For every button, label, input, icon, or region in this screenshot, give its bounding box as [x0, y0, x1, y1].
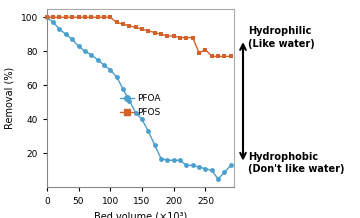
PFOS: [114, 21, 119, 24]
PFOA: [184, 164, 189, 167]
PFOA: [216, 178, 220, 180]
PFOS: [127, 24, 131, 27]
Text: Hydrophobic
(Don't like water): Hydrophobic (Don't like water): [248, 152, 345, 174]
PFOS: [121, 23, 125, 25]
PFOS: [51, 16, 55, 19]
PFOS: [229, 55, 233, 58]
PFOS: [108, 16, 112, 19]
PFOS: [64, 16, 68, 19]
PFOA: [121, 87, 125, 90]
Line: PFOA: PFOA: [44, 15, 233, 181]
PFOS: [146, 30, 150, 32]
PFOS: [153, 31, 157, 34]
PFOA: [197, 166, 201, 168]
PFOA: [210, 169, 214, 172]
PFOA: [159, 157, 163, 160]
PFOS: [57, 16, 62, 19]
PFOA: [190, 164, 195, 167]
PFOS: [222, 55, 227, 58]
X-axis label: Bed volume (×10³): Bed volume (×10³): [94, 211, 187, 218]
PFOA: [57, 28, 62, 31]
PFOS: [45, 16, 49, 19]
PFOS: [76, 16, 81, 19]
PFOS: [134, 26, 138, 29]
PFOA: [165, 159, 170, 162]
PFOS: [140, 28, 144, 31]
Legend: PFOA, PFOS: PFOA, PFOS: [117, 91, 165, 120]
PFOA: [114, 75, 119, 78]
PFOA: [172, 159, 176, 162]
PFOA: [83, 50, 87, 53]
PFOA: [134, 111, 138, 114]
PFOA: [70, 38, 75, 41]
PFOS: [210, 55, 214, 58]
PFOS: [95, 16, 100, 19]
PFOA: [229, 164, 233, 167]
Text: Hydrophilic
(Like water): Hydrophilic (Like water): [248, 26, 315, 49]
PFOA: [178, 159, 182, 162]
Line: PFOS: PFOS: [44, 15, 233, 59]
PFOS: [172, 35, 176, 37]
PFOS: [184, 36, 189, 39]
PFOA: [64, 33, 68, 36]
PFOA: [95, 58, 100, 61]
PFOA: [76, 45, 81, 48]
PFOA: [45, 16, 49, 19]
PFOS: [159, 33, 163, 36]
PFOA: [51, 21, 55, 24]
PFOA: [108, 69, 112, 71]
PFOS: [165, 35, 170, 37]
PFOA: [89, 53, 93, 56]
Y-axis label: Removal (%): Removal (%): [5, 67, 15, 129]
PFOS: [89, 16, 93, 19]
PFOA: [222, 171, 227, 174]
PFOA: [146, 130, 150, 133]
PFOS: [102, 16, 106, 19]
PFOS: [70, 16, 75, 19]
PFOS: [190, 36, 195, 39]
PFOS: [216, 55, 220, 58]
PFOA: [140, 118, 144, 121]
PFOS: [83, 16, 87, 19]
PFOS: [178, 36, 182, 39]
PFOA: [102, 64, 106, 66]
PFOA: [127, 99, 131, 102]
PFOA: [153, 144, 157, 146]
PFOS: [203, 48, 208, 51]
PFOA: [203, 167, 208, 170]
PFOS: [197, 52, 201, 54]
